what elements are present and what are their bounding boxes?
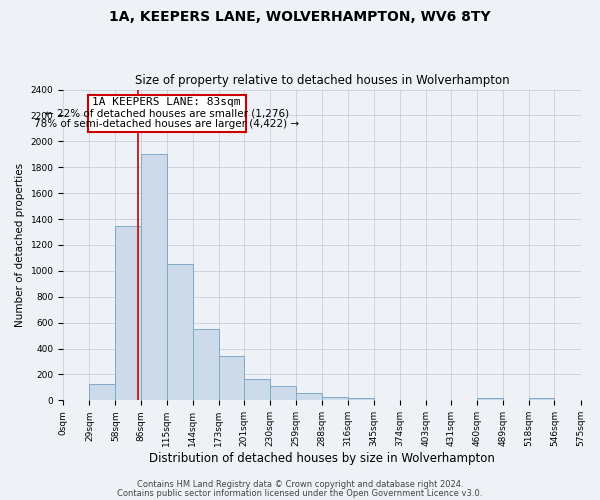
Text: ← 22% of detached houses are smaller (1,276): ← 22% of detached houses are smaller (1,… xyxy=(44,108,289,118)
Bar xyxy=(296,392,322,400)
Title: Size of property relative to detached houses in Wolverhampton: Size of property relative to detached ho… xyxy=(134,74,509,87)
Text: 1A, KEEPERS LANE, WOLVERHAMPTON, WV6 8TY: 1A, KEEPERS LANE, WOLVERHAMPTON, WV6 8TY xyxy=(109,10,491,24)
Bar xyxy=(140,154,167,400)
Bar xyxy=(167,264,193,400)
FancyBboxPatch shape xyxy=(88,94,246,132)
Y-axis label: Number of detached properties: Number of detached properties xyxy=(15,163,25,327)
Text: Contains HM Land Registry data © Crown copyright and database right 2024.: Contains HM Land Registry data © Crown c… xyxy=(137,480,463,489)
Bar xyxy=(219,356,244,401)
Bar xyxy=(115,226,140,400)
Bar xyxy=(477,398,503,400)
Bar xyxy=(89,384,115,400)
Bar xyxy=(244,379,270,400)
Text: 1A KEEPERS LANE: 83sqm: 1A KEEPERS LANE: 83sqm xyxy=(92,97,241,107)
Bar xyxy=(193,329,219,400)
Text: 78% of semi-detached houses are larger (4,422) →: 78% of semi-detached houses are larger (… xyxy=(34,119,299,129)
Bar xyxy=(322,397,347,400)
Bar xyxy=(529,398,554,400)
Bar xyxy=(347,398,374,400)
X-axis label: Distribution of detached houses by size in Wolverhampton: Distribution of detached houses by size … xyxy=(149,452,495,465)
Bar xyxy=(270,386,296,400)
Text: Contains public sector information licensed under the Open Government Licence v3: Contains public sector information licen… xyxy=(118,488,482,498)
